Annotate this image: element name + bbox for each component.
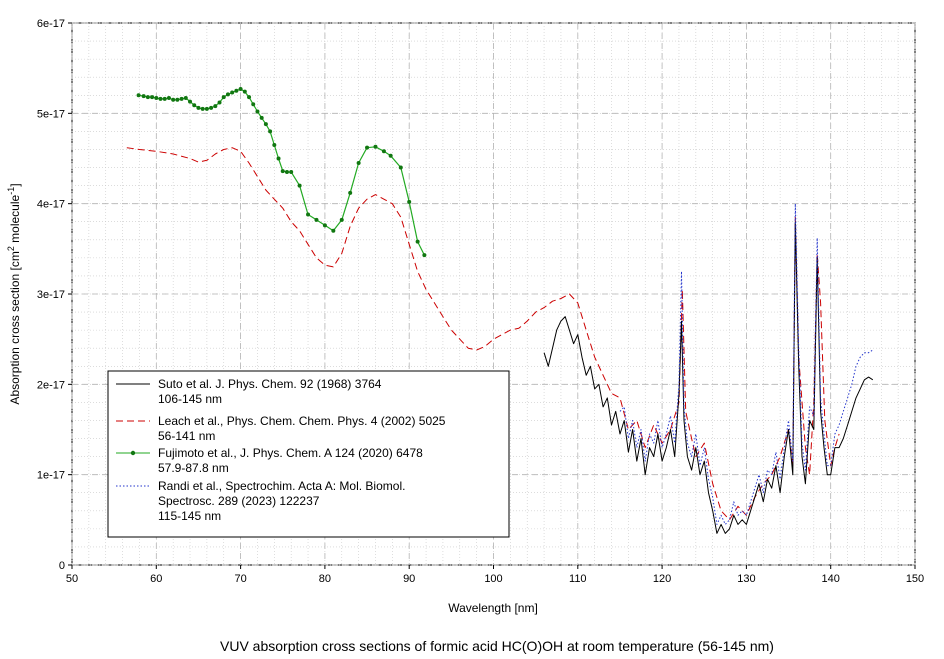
legend-entry-randi-name-line2: Spectrosc. 289 (2023) 122237 xyxy=(158,494,320,508)
x-tick-label: 50 xyxy=(66,573,78,585)
series-point-fujimoto xyxy=(154,95,159,100)
series-point-fujimoto xyxy=(339,217,344,222)
series-point-fujimoto xyxy=(183,95,188,100)
series-point-fujimoto xyxy=(230,90,235,95)
series-point-fujimoto xyxy=(225,92,230,97)
series-point-fujimoto xyxy=(331,228,336,233)
y-tick-label: 3e-17 xyxy=(37,289,65,301)
series-point-fujimoto xyxy=(415,239,420,244)
x-tick-label: 120 xyxy=(653,573,671,585)
series-point-fujimoto xyxy=(276,156,281,161)
legend-entry-fujimoto-detail: 57.9-87.8 nm xyxy=(158,461,229,475)
series-point-fujimoto xyxy=(289,170,294,175)
y-axis-label-sup2: -1 xyxy=(6,187,16,195)
series-point-fujimoto xyxy=(150,95,155,100)
series-point-fujimoto xyxy=(192,103,197,108)
series-line-suto xyxy=(543,221,874,534)
y-axis-label-end: ] xyxy=(8,183,22,186)
series-point-fujimoto xyxy=(284,170,289,175)
series-point-fujimoto xyxy=(234,88,239,93)
y-tick-label: 0 xyxy=(59,560,65,572)
series-point-fujimoto xyxy=(171,97,176,102)
y-tick-label: 6e-17 xyxy=(37,18,65,30)
legend-entry-suto-detail: 106-145 nm xyxy=(158,392,222,406)
series-point-fujimoto xyxy=(381,149,386,154)
series-point-fujimoto xyxy=(373,144,378,149)
series-point-fujimoto xyxy=(217,100,222,105)
legend-entry-leach-name: Leach et al., Phys. Chem. Chem. Phys. 4 … xyxy=(158,414,446,428)
legend-entry-suto-name: Suto et al. J. Phys. Chem. 92 (1968) 376… xyxy=(158,377,382,391)
series-point-fujimoto xyxy=(322,223,327,228)
series-point-fujimoto xyxy=(280,169,285,174)
series-point-fujimoto xyxy=(388,153,393,158)
series-point-fujimoto xyxy=(272,142,277,147)
x-tick-label: 80 xyxy=(319,573,331,585)
y-tick-label: 5e-17 xyxy=(37,108,65,120)
series-point-fujimoto xyxy=(188,99,193,104)
series-point-fujimoto xyxy=(259,115,264,120)
series-point-fujimoto xyxy=(196,105,201,110)
y-tick-label: 2e-17 xyxy=(37,379,65,391)
x-tick-label: 100 xyxy=(484,573,502,585)
series-point-fujimoto xyxy=(398,165,403,170)
series-point-fujimoto xyxy=(263,122,268,127)
legend-entry-leach-detail: 56-141 nm xyxy=(158,429,215,443)
series-point-fujimoto xyxy=(175,97,180,102)
series-point-fujimoto xyxy=(158,96,163,101)
series-point-fujimoto xyxy=(242,89,247,94)
series-point-fujimoto xyxy=(238,86,243,91)
series-point-fujimoto xyxy=(314,217,319,222)
y-axis-label-mid: molecule xyxy=(8,194,22,246)
series-point-fujimoto xyxy=(166,95,171,100)
series-point-fujimoto xyxy=(200,106,205,111)
y-axis-label-main: Absorption cross section [cm xyxy=(8,251,22,404)
series-point-fujimoto xyxy=(365,145,370,150)
x-tick-label: 60 xyxy=(150,573,162,585)
series-point-fujimoto xyxy=(145,95,150,100)
series-point-fujimoto xyxy=(407,199,412,204)
y-axis-ticks: 0 1e-17 2e-17 3e-17 4e-17 5e-17 6e-17 xyxy=(37,18,72,572)
x-tick-label: 70 xyxy=(234,573,246,585)
series-line-leach xyxy=(126,147,840,521)
series-point-fujimoto xyxy=(348,190,353,195)
series-point-fujimoto xyxy=(221,95,226,100)
series-point-fujimoto xyxy=(251,102,256,107)
series-point-fujimoto xyxy=(297,183,302,188)
legend-box xyxy=(107,370,510,538)
x-tick-label: 140 xyxy=(822,573,840,585)
y-axis-label-sup1: 2 xyxy=(6,246,16,251)
series-point-fujimoto xyxy=(356,161,361,166)
x-tick-label: 110 xyxy=(569,573,587,585)
x-tick-label: 130 xyxy=(737,573,755,585)
series-point-fujimoto xyxy=(204,106,209,111)
series-point-fujimoto xyxy=(247,95,252,100)
series-point-fujimoto xyxy=(162,96,167,101)
series-point-fujimoto xyxy=(141,94,146,99)
legend-entry-fujimoto-name: Fujimoto et al., J. Phys. Chem. A 124 (2… xyxy=(158,446,423,460)
chart-caption: VUV absorption cross sections of formic … xyxy=(220,638,774,654)
series-point-fujimoto xyxy=(255,109,260,114)
series-point-fujimoto xyxy=(268,129,273,134)
legend-entry-randi-detail: 115-145 nm xyxy=(158,509,221,523)
legend-marker-fujimoto xyxy=(130,450,136,456)
y-tick-label: 1e-17 xyxy=(37,470,65,482)
series-point-fujimoto xyxy=(179,96,184,101)
series-point-fujimoto xyxy=(422,253,427,258)
x-axis-ticks: 50 60 70 80 90 100 110 120 130 140 150 xyxy=(66,565,924,585)
y-axis-label: Absorption cross section [cm2 molecule-1… xyxy=(6,183,22,404)
series-point-fujimoto xyxy=(136,93,141,98)
y-tick-label: 4e-17 xyxy=(37,199,65,211)
x-tick-label: 90 xyxy=(403,573,415,585)
series-point-fujimoto xyxy=(306,212,311,217)
series-layer xyxy=(126,86,874,534)
series-point-fujimoto xyxy=(209,105,214,110)
legend-entry-randi-name: Randi et al., Spectrochim. Acta A: Mol. … xyxy=(158,479,405,493)
x-axis-label: Wavelength [nm] xyxy=(448,601,538,615)
series-point-fujimoto xyxy=(213,104,218,109)
x-tick-label: 150 xyxy=(906,573,924,585)
legend: Suto et al. J. Phys. Chem. 92 (1968) 376… xyxy=(107,370,510,538)
